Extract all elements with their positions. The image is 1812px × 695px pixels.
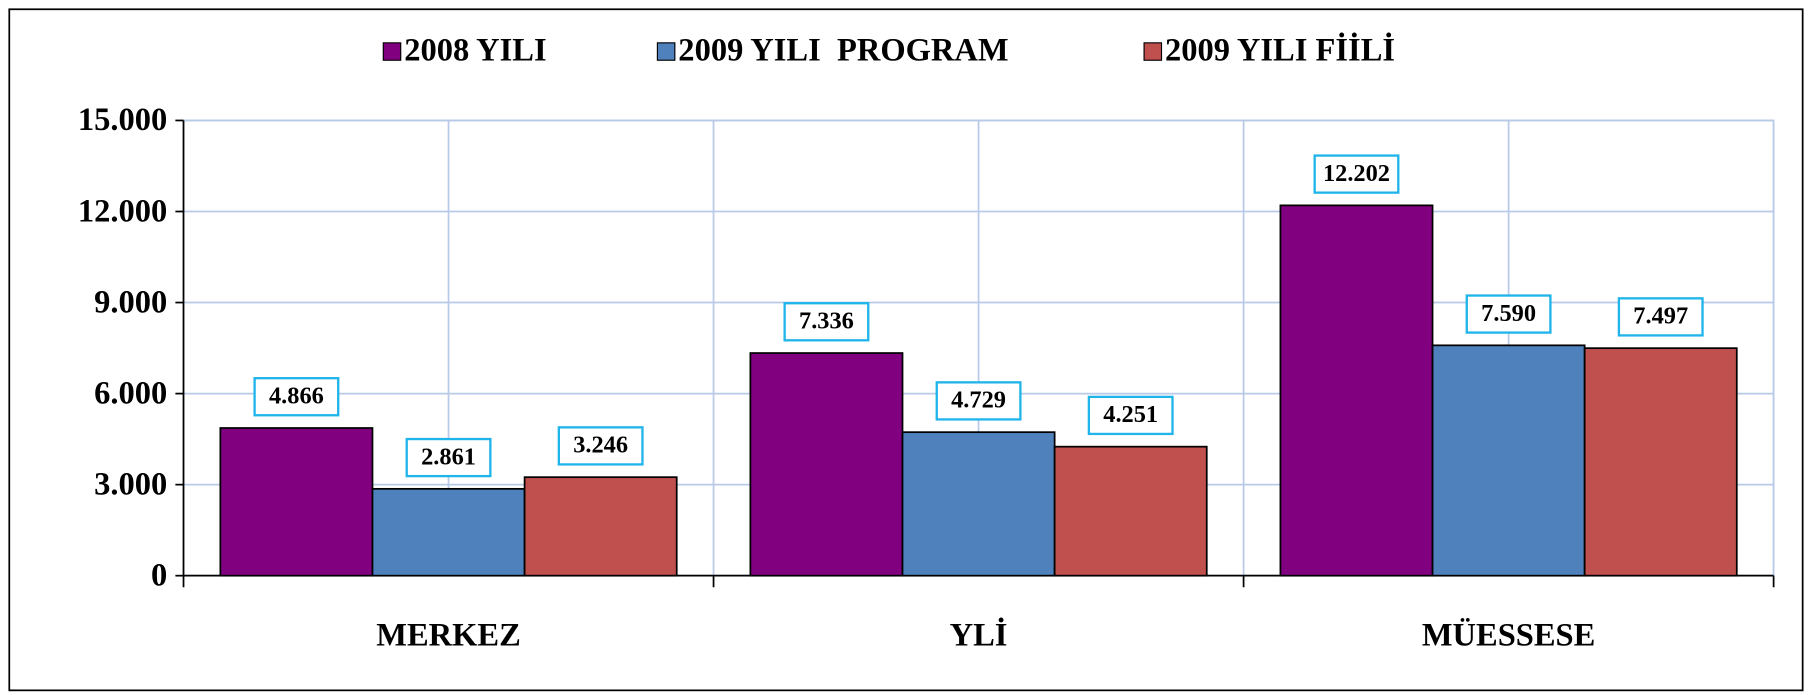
value-label: 7.497 (1633, 303, 1688, 330)
bar (523, 476, 678, 577)
value-label-box (253, 377, 340, 417)
y-tick-label: 15.000 (78, 102, 167, 138)
y-tick-label: 12.000 (78, 193, 167, 229)
chart-body: 0 3.000 6.000 9.000 12.000 15.000 MERKEZ 4.866 2… (8, 8, 1804, 692)
value-label: 7.336 (799, 308, 854, 335)
value-label-box (1465, 294, 1552, 334)
bar (1279, 204, 1434, 577)
bar (1053, 445, 1208, 577)
value-label: 2.861 (421, 443, 476, 470)
bar (901, 431, 1056, 577)
y-tick-label: 0 (151, 557, 167, 593)
bar (749, 352, 904, 577)
bar (1431, 344, 1586, 577)
x-tick-label: YLİ (950, 618, 1008, 654)
legend-label: 2009 YILI FİİLİ (1165, 33, 1395, 69)
legend-swatch (1143, 42, 1163, 61)
bar (371, 487, 526, 577)
value-label-box (557, 426, 644, 466)
value-label-box (783, 302, 870, 342)
x-tick-label: MÜESSESE (1422, 618, 1595, 654)
value-label-box (935, 381, 1022, 421)
value-label: 4.866 (269, 383, 324, 410)
value-label: 4.251 (1103, 401, 1158, 428)
legend-swatch (656, 42, 676, 61)
x-tick-label: MERKEZ (376, 618, 521, 654)
legend-label: 2009 YILI PROGRAM (678, 33, 1008, 69)
value-label: 3.246 (573, 432, 628, 459)
y-tick-label: 6.000 (94, 375, 167, 411)
value-label: 12.202 (1323, 160, 1390, 187)
y-tick-label: 3.000 (94, 466, 167, 502)
value-label: 4.729 (951, 387, 1006, 414)
value-label-box (1087, 395, 1174, 436)
value-label-box (1617, 297, 1704, 337)
legend-label: 2008 YILI (404, 33, 546, 69)
value-label-box (405, 437, 492, 478)
legend-swatch (382, 42, 402, 61)
value-label: 7.590 (1481, 300, 1536, 327)
bar (219, 427, 374, 577)
bar (1583, 347, 1738, 577)
y-tick-label: 9.000 (94, 284, 167, 320)
value-label-box (1313, 154, 1400, 194)
